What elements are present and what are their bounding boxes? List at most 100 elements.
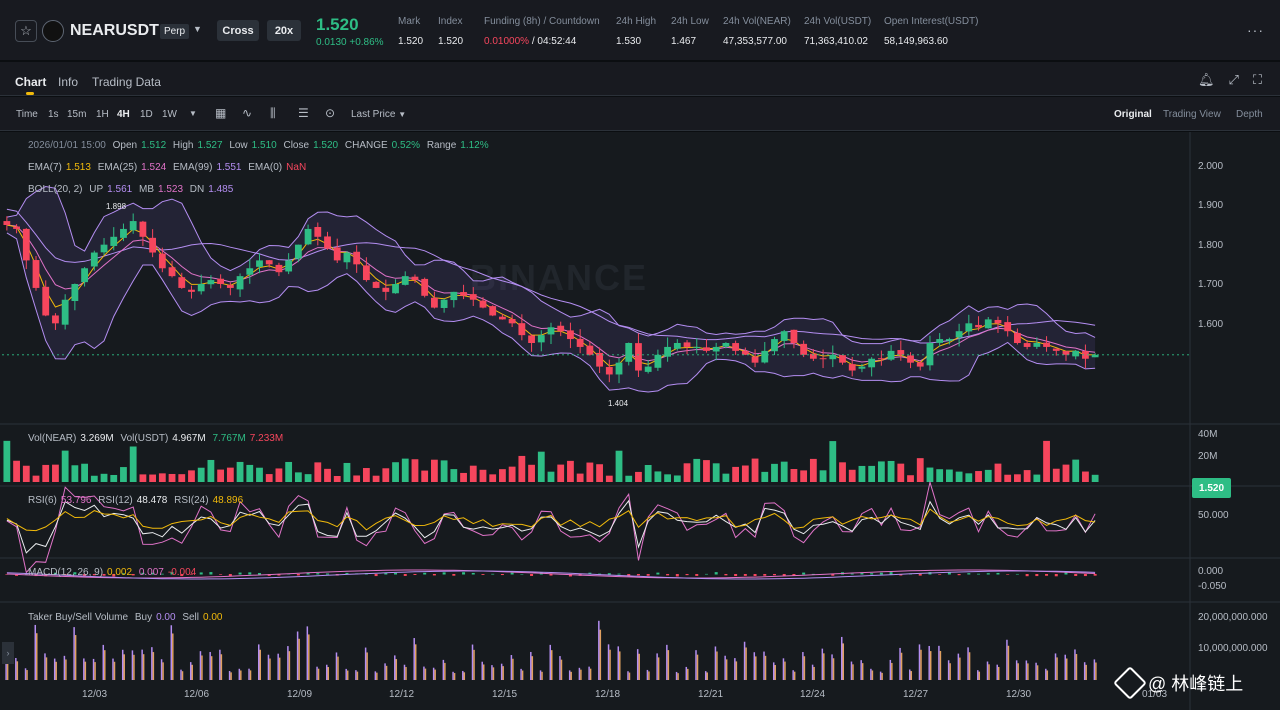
candle [120,228,127,238]
taker-sell-bar [832,658,835,680]
volume-bar [42,464,50,482]
candle [673,343,681,349]
expand-icon[interactable]: ⤢ [1228,72,1239,87]
leverage-button[interactable]: 20x [267,20,301,41]
taker-sell-bar [784,661,786,680]
volume-legend: Vol(NEAR) 3.269M Vol(USDT) 4.967M 7.767M 7.… [28,433,284,444]
macd-histogram-bar [889,572,893,575]
chart-area[interactable]: BINANCE 2026/01/01 15:00 Open 1.512 High 1… [0,132,1280,710]
favorite-star-icon[interactable]: ☆ [15,20,37,42]
stat-24h-low: 24h Low 1.467 [671,16,709,47]
volume-bar [975,471,982,482]
timeframe-1h[interactable]: 1H [96,109,109,120]
volume-bar [712,463,720,482]
taker-sell-bar [123,654,125,680]
taker-sell-bar [910,671,913,680]
date-tick: 12/12 [389,689,415,700]
taker-sell-bar [453,673,456,680]
taker-buy-bar [588,666,590,680]
candle [469,294,477,300]
tab-info[interactable]: Info [58,75,79,89]
volume-bar [256,467,263,482]
timeframe-4h[interactable]: 4H [117,109,130,120]
macd-histogram-bar [277,574,281,576]
panel-expand-icon[interactable]: › [2,642,14,664]
symbol-name[interactable]: NEARUSDT [70,22,159,39]
taker-sell-bar [793,671,796,680]
candle [265,260,273,265]
taker-buy-bar [549,644,551,680]
volume-bar [586,462,594,482]
taker-buy-bar [617,646,620,680]
macd-histogram-bar [432,574,436,576]
macd-histogram-bar [1064,572,1068,575]
volume-bar [664,474,672,482]
candle [829,354,837,360]
more-options-icon[interactable]: ··· [1247,22,1264,38]
calendar-icon[interactable]: ▦ [215,106,227,120]
tab-chart[interactable]: Chart [15,75,47,89]
candle [149,237,157,253]
alert-bell-icon[interactable]: 🔔︎ [1197,72,1215,87]
view-depth[interactable]: Depth [1236,109,1263,120]
volume-bar [333,475,341,482]
layout-icon[interactable]: ☰ [298,106,309,120]
price-type-select[interactable]: Last Price ▼ [351,109,407,120]
candle-type-icon[interactable]: ⫼ [270,106,276,120]
taker-sell-bar [628,672,631,680]
chart-canvas[interactable] [0,132,1280,710]
candle [353,251,361,265]
volume-bar [780,461,788,482]
volume-bar [839,462,846,482]
tab-trading-data[interactable]: Trading Data [92,75,161,89]
candle [596,352,603,367]
taker-buy-bar [734,658,736,680]
macd-histogram-bar [510,572,514,575]
taker-sell-bar [1017,663,1019,680]
candle [1082,351,1089,359]
candle [52,315,59,324]
candle [848,364,856,371]
view-trading-view[interactable]: Trading View [1163,109,1221,120]
macd-histogram-bar [1054,574,1058,577]
timeframe-dropdown-icon[interactable]: ▼ [189,109,197,118]
indicator-icon[interactable]: ∿ [242,106,253,120]
timeframe-15m[interactable]: 15m [67,109,87,120]
volume-bar [722,473,730,482]
settings-icon[interactable]: ⛶ [1252,72,1262,87]
symbol-dropdown-icon[interactable]: ▼ [193,24,202,34]
timeframe-time[interactable]: Time [16,109,38,120]
taker-sell-bar [929,651,932,680]
candle [567,330,574,340]
macd-histogram-bar [627,574,631,577]
taker-sell-bar [308,634,310,680]
margin-mode-button[interactable]: Cross [217,20,259,41]
volume-bar [90,475,98,482]
volume-bar [149,474,157,482]
taker-sell-bar [687,668,689,680]
macd-histogram-bar [462,572,466,575]
target-icon[interactable]: ⊙ [325,106,336,120]
macd-histogram-bar [384,572,388,575]
timeframe-1w[interactable]: 1W [162,109,177,120]
taker-buy-bar [160,659,163,680]
taker-buy-bar [1074,649,1076,680]
macd-histogram-bar [860,572,864,575]
volume-bar [907,475,914,482]
candle [683,342,691,347]
taker-sell-bar [269,658,271,680]
timeframe-1s[interactable]: 1s [48,109,59,120]
price-tick: 2.000 [1198,161,1224,172]
bollinger-band-fill [6,186,1096,392]
taker-buy-bar [394,655,396,680]
candle [1033,343,1041,347]
taker-buy-bar [947,660,950,680]
volume-bar [469,465,477,482]
candle [518,323,526,336]
candle [751,356,759,363]
macd-histogram-bar [24,573,28,575]
taker-buy-bar [92,658,95,680]
timeframe-1d[interactable]: 1D [140,109,153,120]
taker-buy-bar [792,670,794,680]
view-original[interactable]: Original [1114,109,1152,120]
